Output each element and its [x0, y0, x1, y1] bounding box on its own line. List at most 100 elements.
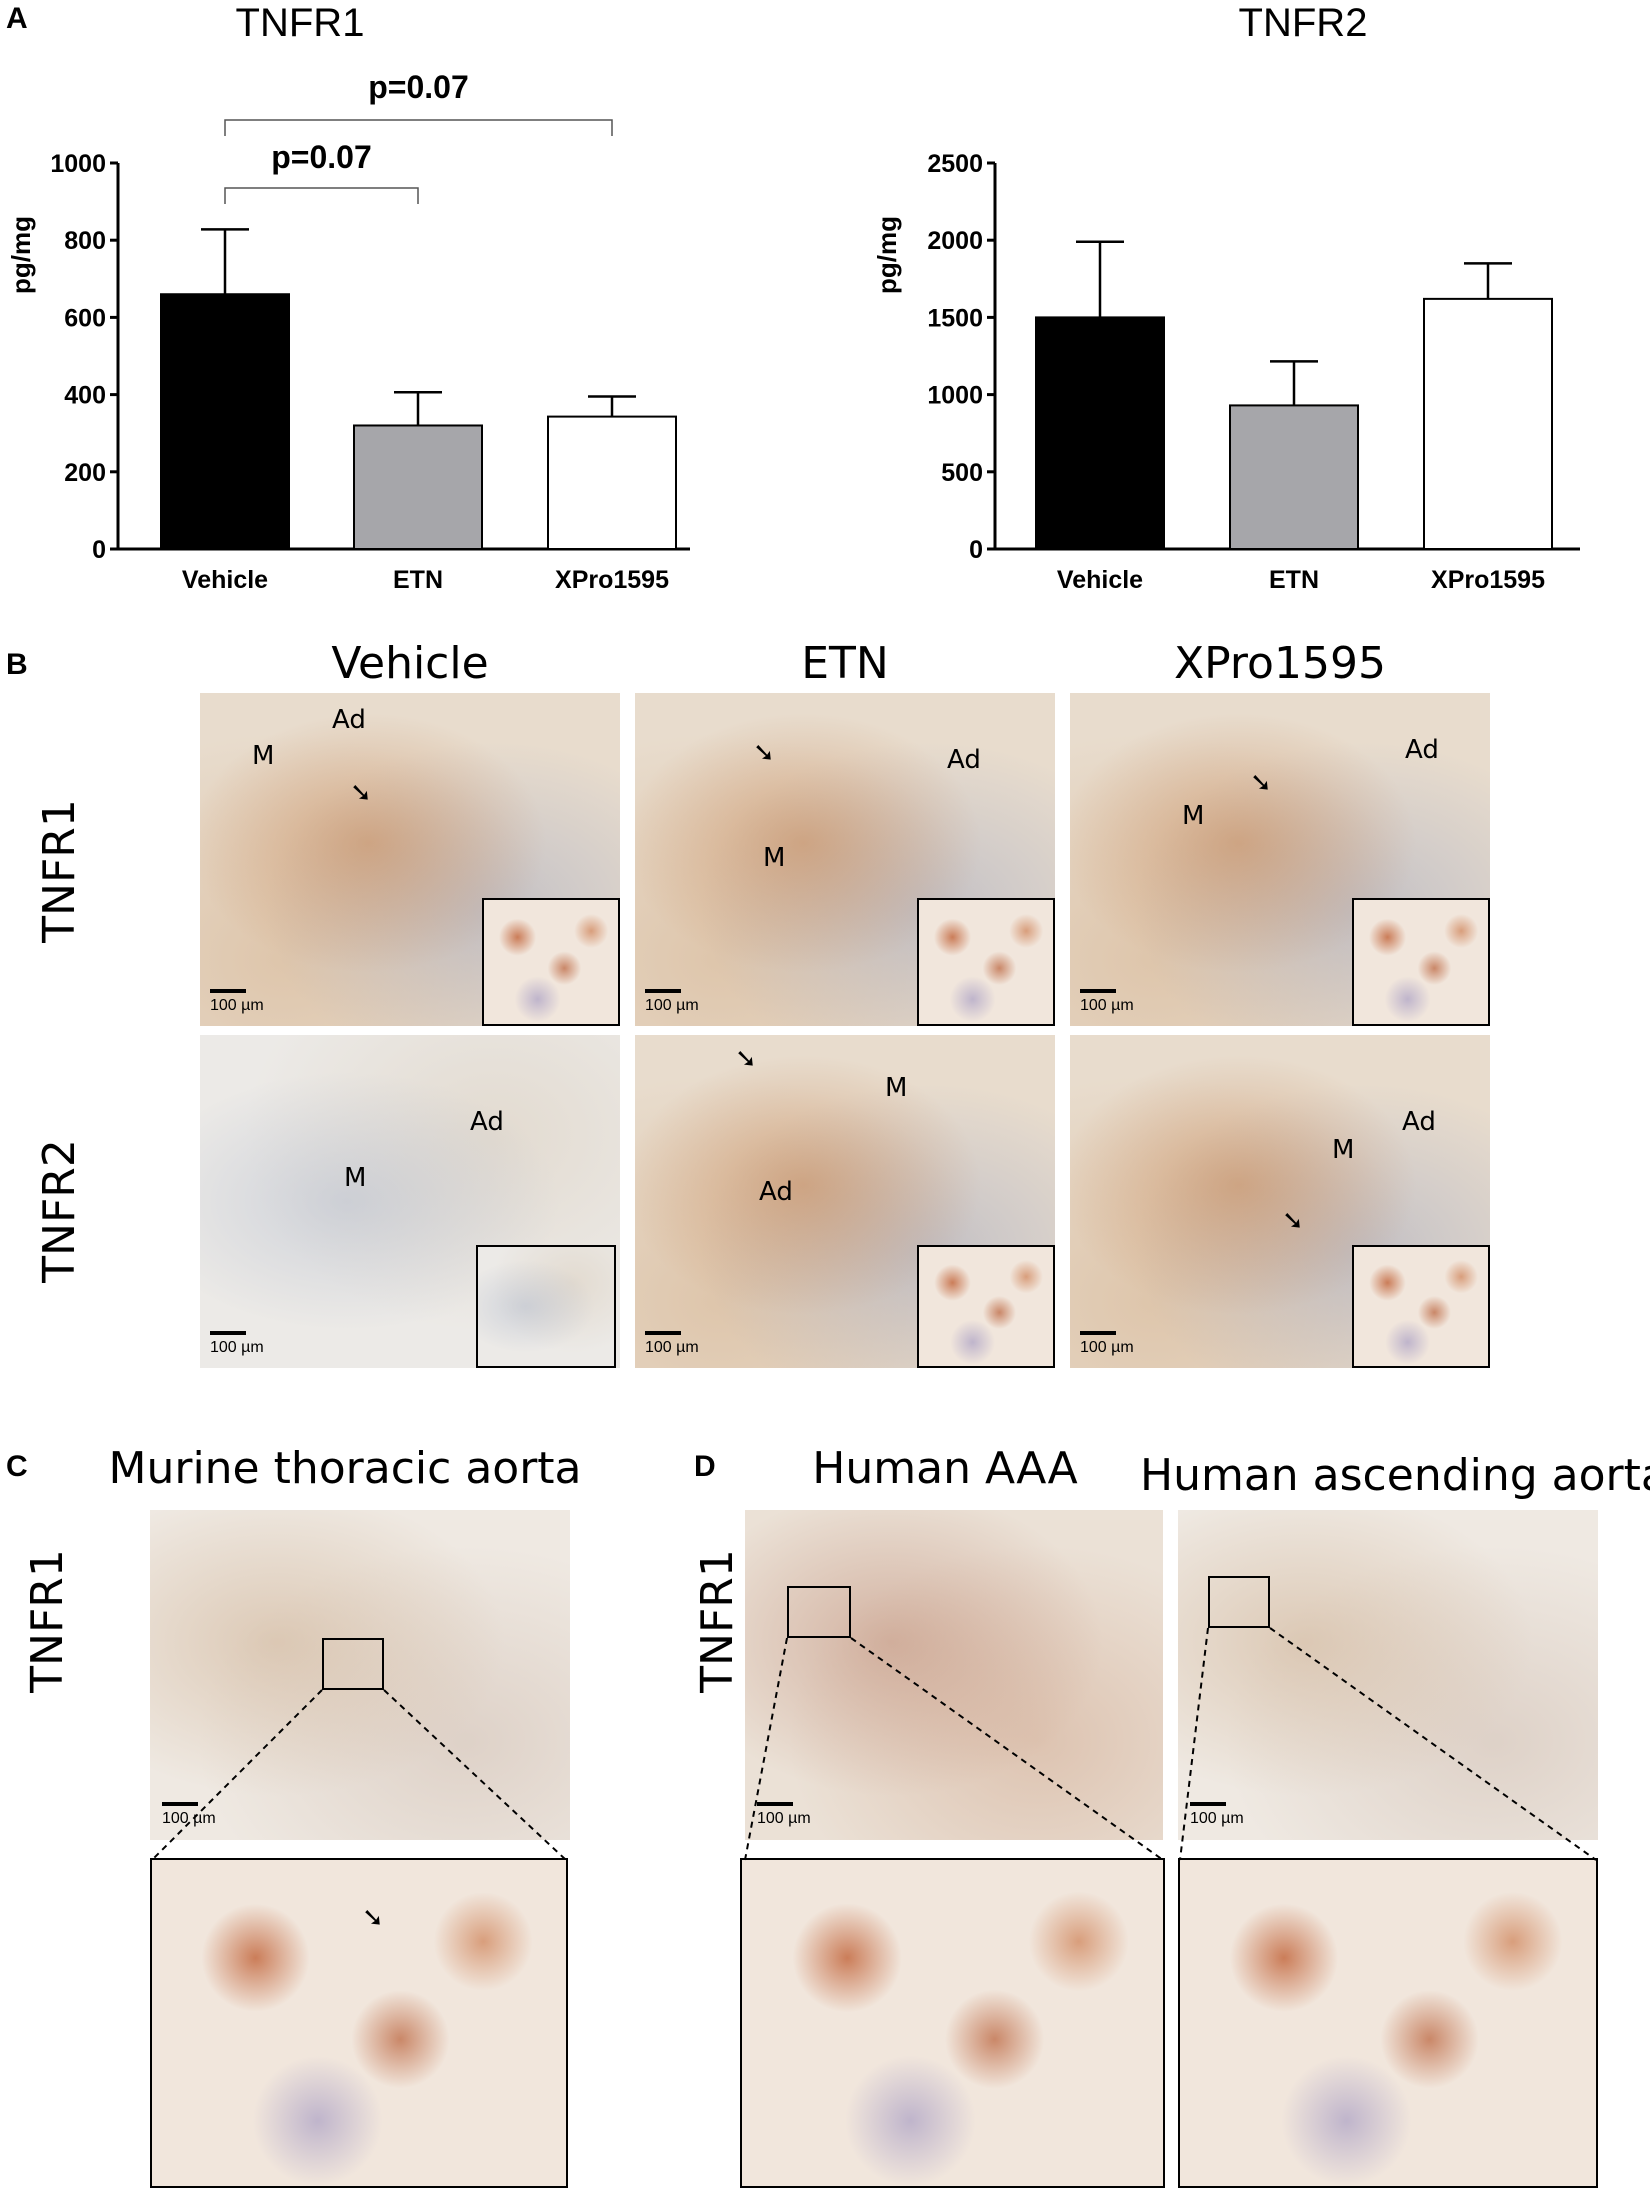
y-tick-label: 1000 [50, 150, 106, 178]
y-tick-label: 2000 [927, 227, 983, 255]
panel-d-title-ascending: Human ascending aorta [1140, 1450, 1650, 1501]
x-tick-label: XPro1595 [1431, 566, 1545, 594]
scale-bar [757, 1802, 793, 1806]
x-tick-label: XPro1595 [555, 566, 669, 594]
bar-etn [353, 424, 483, 551]
inset-magnified [1352, 1245, 1490, 1368]
label-adventitia: Ad [470, 1107, 504, 1137]
p-value-label: p=0.07 [271, 139, 372, 175]
y-axis-label: pg/mg [6, 216, 36, 294]
column-title-vehicle: Vehicle [331, 638, 489, 689]
inset-magnified [476, 1245, 616, 1368]
micrograph-vehicle-tnfr2: Ad M 100 µm [200, 1035, 620, 1368]
scale-bar [645, 1331, 681, 1335]
inset-magnified [917, 898, 1055, 1026]
bar-xpro1595 [1423, 297, 1553, 551]
inset-magnified [482, 898, 620, 1026]
significance-bracket [224, 119, 613, 136]
bar-xpro1595 [547, 415, 677, 550]
micrograph-murine-thoracic-aorta: 100 µm [150, 1510, 570, 1840]
scale-bar [645, 989, 681, 993]
panel-c-title: Murine thoracic aorta [108, 1443, 582, 1494]
scale-label: 100 µm [1080, 997, 1134, 1014]
connector-line [1269, 1627, 1597, 1861]
arrow-icon: ➘ [350, 777, 372, 807]
inset-magnified [1352, 898, 1490, 1026]
connector-line [151, 1689, 323, 1861]
arrow-icon: ➘ [362, 1902, 384, 1932]
micrograph-etn-tnfr2: M Ad ➘ 100 µm [635, 1035, 1055, 1368]
scale-label: 100 µm [645, 997, 699, 1014]
micrograph-human-ascending-zoom [1178, 1858, 1598, 2188]
significance-bracket [224, 187, 419, 204]
arrow-icon: ➘ [735, 1043, 757, 1073]
plot-area: 0 200 400 600 800 1000 Vehicle ETN XPro1595 p=0.0… [50, 69, 690, 594]
y-tick-label: 0 [92, 536, 106, 564]
bar-etn [1229, 404, 1359, 550]
label-adventitia: Ad [759, 1177, 793, 1207]
label-media: M [1332, 1135, 1355, 1165]
scale-label: 100 µm [1190, 1810, 1244, 1827]
scale-bar [162, 1802, 198, 1806]
zoom-region-box [1208, 1576, 1270, 1628]
column-title-xpro1595: XPro1595 [1174, 638, 1386, 689]
y-tick-label: 2500 [927, 150, 983, 178]
tnfr2-bar-chart: TNFR2 pg/mg 0 500 1000 1500 2000 2500 Vehicle E… [872, 1, 1580, 594]
y-tick-label: 600 [64, 304, 106, 332]
scale-label: 100 µm [210, 997, 264, 1014]
p-value-label: p=0.07 [368, 69, 469, 105]
connector-line [850, 1637, 1164, 1861]
bar-vehicle [160, 293, 290, 550]
tnfr1-bar-chart: TNFR1 pg/mg 0 200 400 600 800 1000 Vehicle ETN X… [6, 1, 690, 594]
zoom-region-box [787, 1586, 851, 1638]
micrograph-xpro1595-tnfr2: Ad M ➘ 100 µm [1070, 1035, 1490, 1368]
label-media: M [885, 1073, 908, 1103]
scale-label: 100 µm [1080, 1339, 1134, 1356]
x-tick-label: ETN [1269, 566, 1319, 594]
scale-bar [210, 989, 246, 993]
label-adventitia: Ad [947, 745, 981, 775]
scale-bar [210, 1331, 246, 1335]
column-title-etn: ETN [801, 638, 889, 689]
scale-bar [1080, 989, 1116, 993]
panel-label-d: D [694, 1450, 716, 1483]
micrograph-human-ascending-aorta: 100 µm [1178, 1510, 1598, 1840]
y-tick-label: 200 [64, 459, 106, 487]
chart-title: TNFR1 [236, 1, 365, 45]
label-adventitia: Ad [1405, 735, 1439, 765]
micrograph-murine-zoom: ➘ [150, 1858, 568, 2188]
y-tick-label: 800 [64, 227, 106, 255]
label-media: M [763, 843, 786, 873]
label-adventitia: Ad [1402, 1107, 1436, 1137]
zoom-region-box [322, 1638, 384, 1690]
chart-title: TNFR2 [1239, 1, 1368, 45]
panel-label-c: C [6, 1450, 28, 1483]
panel-label-a: A [6, 2, 28, 35]
label-adventitia: Ad [332, 705, 366, 735]
label-media: M [252, 741, 275, 771]
scale-label: 100 µm [645, 1339, 699, 1356]
label-media: M [1182, 801, 1205, 831]
connector-line [383, 1689, 567, 1861]
scale-label: 100 µm [757, 1810, 811, 1827]
connector-line [1179, 1627, 1209, 1861]
y-tick-label: 500 [941, 459, 983, 487]
x-tick-label: ETN [393, 566, 443, 594]
label-media: M [344, 1163, 367, 1193]
x-tick-label: Vehicle [182, 566, 268, 594]
micrograph-human-aaa-zoom [740, 1858, 1165, 2188]
y-tick-label: 1500 [927, 304, 983, 332]
arrow-icon: ➘ [1250, 767, 1272, 797]
scale-label: 100 µm [210, 1339, 264, 1356]
micrograph-human-aaa: 100 µm [745, 1510, 1163, 1840]
plot-area: 0 500 1000 1500 2000 2500 Vehicle ETN XPro1595 [927, 150, 1580, 594]
bar-vehicle [1035, 316, 1165, 550]
y-axis-label: pg/mg [872, 216, 902, 294]
micrograph-vehicle-tnfr1: Ad M ➘ 100 µm [200, 693, 620, 1026]
y-tick-label: 0 [969, 536, 983, 564]
panel-d-title-aaa: Human AAA [812, 1443, 1078, 1494]
micrograph-xpro1595-tnfr1: Ad M ➘ 100 µm [1070, 693, 1490, 1026]
scale-label: 100 µm [162, 1810, 216, 1827]
micrograph-etn-tnfr1: Ad M ➘ 100 µm [635, 693, 1055, 1026]
